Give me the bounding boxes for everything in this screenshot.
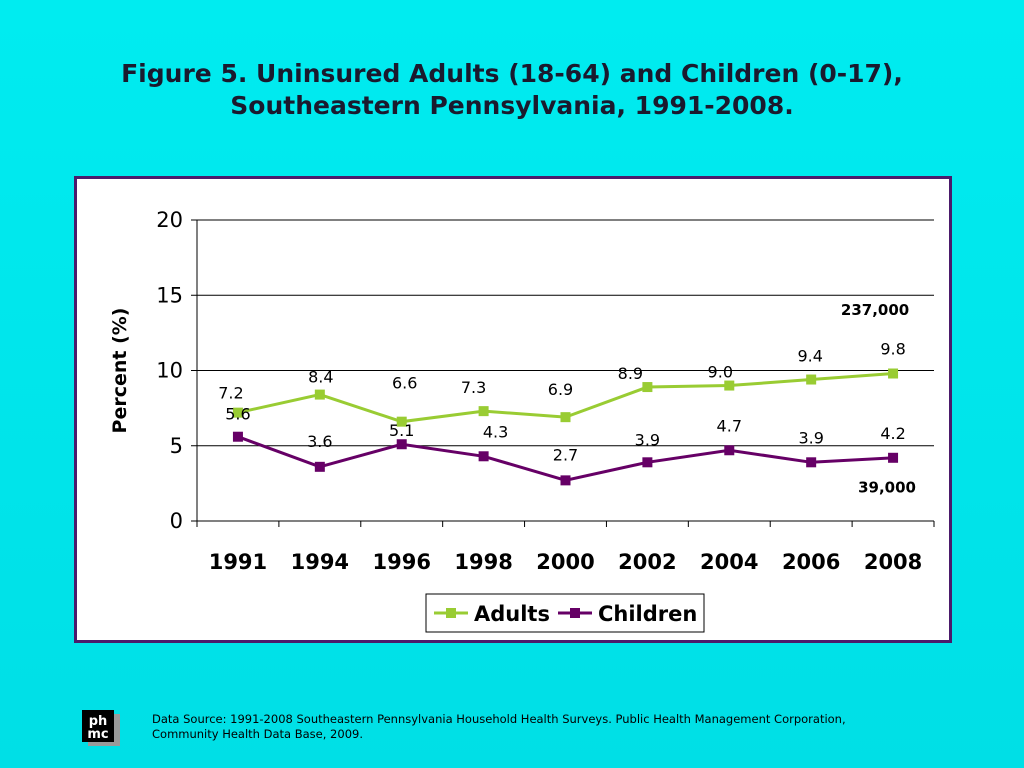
x-tick-label: 2008 [864, 550, 922, 574]
title-line-1: Figure 5. Uninsured Adults (18-64) and C… [121, 59, 903, 88]
x-tick-label: 2004 [700, 550, 758, 574]
data-label-adults: 6.9 [548, 380, 573, 399]
data-label-children: 3.9 [798, 428, 823, 447]
legend-swatch-marker [570, 608, 580, 618]
svg-text:mc: mc [87, 727, 108, 742]
legend-label-adults: Adults [474, 602, 550, 626]
data-point-adults [478, 406, 489, 417]
data-point-children [232, 431, 243, 442]
line-chart: 0 5 10 15 20 1991 1994 1996 1998 2000 2002 2004 2006… [109, 208, 935, 633]
y-tick-label: 10 [156, 359, 183, 383]
data-label-adults: 6.6 [392, 374, 417, 393]
data-point-children [314, 461, 325, 472]
data-label-adults: 7.2 [218, 384, 243, 403]
data-point-adults [642, 382, 653, 393]
data-point-adults [724, 380, 735, 391]
data-label-adults: 9.0 [708, 363, 733, 382]
y-tick-label: 0 [170, 509, 183, 533]
phmc-logo: ph mc [82, 710, 120, 746]
data-label-children: 5.1 [389, 421, 414, 440]
y-tick-label: 15 [156, 283, 183, 307]
x-tick-label: 1996 [372, 550, 430, 574]
annotation-adults-count: 237,000 [841, 301, 909, 319]
data-point-adults [314, 389, 325, 400]
data-label-adults: 9.4 [797, 347, 822, 366]
data-source-note: Data Source: 1991-2008 Southeastern Penn… [152, 712, 846, 741]
data-point-adults [560, 412, 571, 423]
data-label-adults: 9.8 [880, 340, 905, 359]
legend-swatch-marker [446, 608, 456, 618]
data-point-children [396, 439, 407, 450]
data-label-children: 2.7 [553, 445, 578, 464]
data-point-adults [396, 416, 407, 427]
x-tick-label: 1994 [291, 550, 349, 574]
data-point-children [724, 445, 735, 456]
x-tick-label: 2000 [536, 550, 594, 574]
data-point-adults [806, 374, 817, 385]
data-label-children: 3.6 [307, 432, 332, 451]
data-point-children [560, 475, 571, 486]
data-point-children [806, 457, 817, 468]
data-label-children: 4.7 [717, 416, 742, 435]
data-point-adults [888, 368, 899, 379]
data-label-children: 4.3 [483, 422, 508, 441]
y-tick-label: 20 [156, 208, 183, 232]
x-tick-label: 1991 [209, 550, 267, 574]
chart-panel: 0 5 10 15 20 1991 1994 1996 1998 2000 2002 2004 2006… [74, 176, 952, 643]
data-label-adults: 8.4 [308, 368, 333, 387]
page-title: Figure 5. Uninsured Adults (18-64) and C… [0, 58, 1024, 122]
x-tick-label: 1998 [454, 550, 512, 574]
x-tick-label: 2006 [782, 550, 840, 574]
data-label-adults: 7.3 [461, 378, 486, 397]
title-line-2: Southeastern Pennsylvania, 1991-2008. [230, 91, 794, 120]
legend-label-children: Children [598, 602, 697, 626]
data-label-adults: 8.9 [618, 364, 643, 383]
data-label-children: 3.9 [635, 430, 660, 449]
data-label-children: 5.6 [225, 405, 250, 424]
data-point-children [478, 451, 489, 462]
svg-text:ph: ph [89, 714, 108, 729]
data-label-children: 4.2 [880, 424, 905, 443]
y-axis-label: Percent (%) [109, 308, 131, 434]
data-point-children [642, 457, 653, 468]
y-tick-label: 5 [170, 434, 183, 458]
annotation-children-count: 39,000 [858, 478, 916, 496]
data-point-adults [232, 407, 243, 418]
x-tick-label: 2002 [618, 550, 676, 574]
data-point-children [888, 452, 899, 463]
